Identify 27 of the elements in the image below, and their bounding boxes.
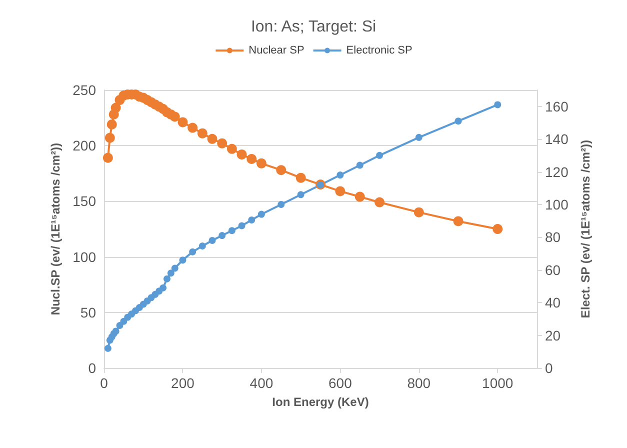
legend-label: Nuclear SP [248, 44, 304, 56]
y-axis-title: Nucl.SP (ev/ (1E¹⁵atoms /cm²)) [48, 142, 63, 316]
y2-tick-label: 120 [545, 164, 569, 180]
y-tick-label: 0 [88, 360, 96, 376]
x-tick-label: 800 [407, 375, 431, 391]
x-axis-title: Ion Energy (KeV) [272, 395, 369, 409]
y-tick-label: 100 [72, 248, 96, 265]
y-tick-label: 150 [72, 193, 96, 210]
y2-tick-label: 40 [545, 294, 561, 311]
x-tick-label: 1000 [482, 375, 514, 391]
y2-tick-label: 0 [545, 360, 553, 376]
y2-tick-label: 80 [545, 229, 561, 246]
y2-tick-label: 20 [545, 327, 561, 344]
y2-tick-label: 60 [545, 262, 561, 278]
y2-tick-label: 160 [545, 98, 569, 114]
x-tick-label: 600 [328, 375, 352, 391]
y2-tick-label: 140 [545, 131, 569, 148]
legend-label: Electronic SP [346, 44, 412, 56]
y-tick-label: 250 [72, 82, 96, 98]
y2-axis-title: Elect. SP (ev/ (1E¹⁵atoms /cm²)) [578, 140, 592, 318]
x-tick-label: 400 [250, 375, 274, 391]
y-tick-label: 200 [72, 138, 96, 154]
x-tick-label: 200 [171, 375, 195, 391]
x-tick-label: 0 [100, 375, 108, 391]
y2-tick-label: 100 [545, 196, 569, 212]
chart-title: Ion: As; Target: Si [250, 18, 376, 36]
y-tick-label: 50 [80, 304, 96, 320]
